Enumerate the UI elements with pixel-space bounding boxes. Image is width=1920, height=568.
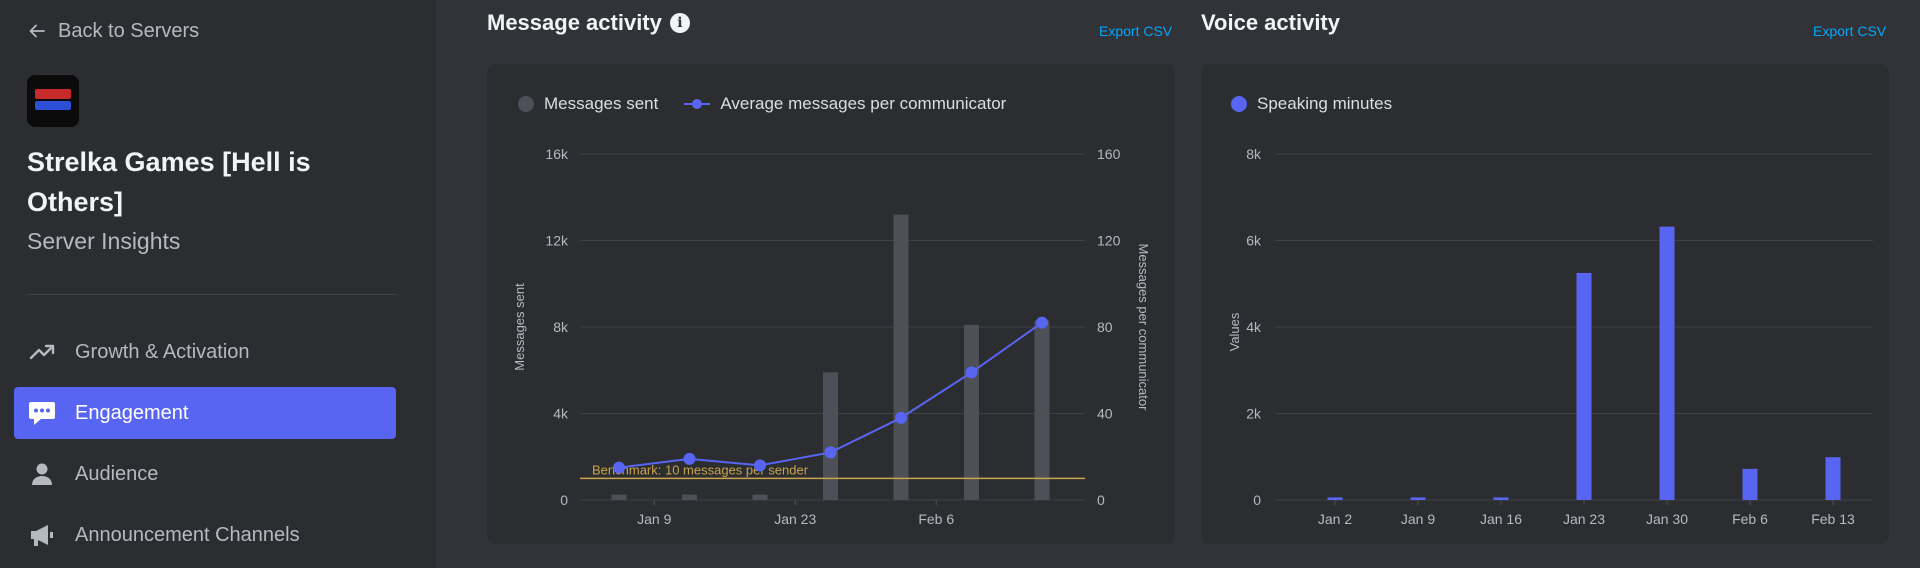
nav-item-growth-activation[interactable]: Growth & Activation — [14, 326, 396, 378]
nav-item-announcement-channels[interactable]: Announcement Channels — [14, 509, 396, 561]
x-tick-label: Jan 2 — [1318, 511, 1352, 527]
legend-swatch-bars — [1231, 96, 1247, 112]
speaking-minutes-bar — [1327, 497, 1343, 500]
person-icon — [32, 463, 52, 485]
average-messages-point — [895, 411, 907, 424]
x-tick-label: Feb 13 — [1811, 511, 1855, 527]
server-logo-upper — [35, 89, 71, 99]
x-tick-label: Jan 23 — [774, 511, 816, 527]
y-axis-label: Messages sent — [512, 283, 527, 371]
legend-label: Speaking minutes — [1257, 94, 1393, 113]
sidebar-divider — [27, 294, 397, 295]
server-logo-lower — [35, 101, 71, 110]
message-bar — [823, 372, 838, 500]
legend-item-speaking-minutes[interactable]: Speaking minutes — [1231, 94, 1392, 114]
y-tick-label: 16k — [545, 146, 569, 162]
voice-activity-legend: Speaking minutes — [1231, 94, 1392, 114]
nav-item-label: Announcement Channels — [75, 523, 300, 546]
page-subtitle: Server Insights — [27, 228, 181, 254]
legend-item-average-messages[interactable]: Average messages per communicator — [684, 94, 1006, 114]
message-activity-title: Message activity i — [487, 10, 690, 36]
nav-item-label: Growth & Activation — [75, 340, 250, 363]
x-tick-label: Jan 16 — [1480, 511, 1522, 527]
message-activity-chart: 0 4k 8k 12k 16k 0 40 80 120 160 Messages sent Messa… — [512, 146, 1151, 527]
legend-label: Messages sent — [544, 94, 659, 113]
speaking-minutes-bar — [1659, 226, 1675, 500]
message-bar — [964, 324, 979, 500]
average-messages-point — [683, 452, 696, 465]
back-to-servers-link[interactable]: Back to Servers — [28, 16, 199, 46]
y-tick-label: 4k — [1246, 319, 1262, 335]
voice-activity-title-text: Voice activity — [1201, 10, 1340, 35]
y-axis-label: Values — [1227, 312, 1242, 351]
y-tick-label: 0 — [1253, 492, 1261, 508]
message-export-csv-link[interactable]: Export CSV — [1099, 23, 1173, 39]
y2-axis-label: Messages per communicator — [1136, 244, 1151, 412]
average-messages-point — [965, 366, 978, 379]
y2-tick-label: 80 — [1097, 319, 1113, 335]
y-tick-label: 0 — [560, 492, 568, 508]
nav-item-label: Audience — [75, 462, 159, 485]
voice-activity-title: Voice activity — [1201, 10, 1340, 36]
y-tick-label: 4k — [553, 406, 569, 422]
legend-item-messages-sent[interactable]: Messages sent — [518, 94, 658, 114]
y2-tick-label: 120 — [1097, 233, 1121, 249]
message-bar — [611, 494, 627, 500]
legend-label: Average messages per communicator — [720, 94, 1007, 113]
back-to-servers-label: Back to Servers — [58, 19, 200, 42]
y-tick-label: 8k — [553, 319, 569, 335]
info-icon[interactable]: i — [669, 13, 690, 33]
speaking-minutes-bar — [1493, 497, 1509, 500]
x-tick-label: Jan 30 — [1646, 511, 1688, 527]
y-tick-label: 8k — [1246, 146, 1262, 162]
nav-item-engagement[interactable]: Engagement — [14, 387, 396, 439]
speaking-minutes-bar — [1825, 457, 1841, 500]
average-messages-point — [1036, 316, 1048, 329]
server-avatar — [27, 75, 79, 127]
message-bar — [1034, 320, 1050, 500]
y-tick-label: 12k — [545, 233, 569, 249]
nav-item-label: Engagement — [75, 401, 189, 424]
message-bar — [682, 494, 697, 500]
y-tick-label: 6k — [1246, 233, 1262, 249]
arrow-left-icon — [29, 24, 45, 38]
voice-activity-card: 0 2k 4k 6k 8k Values Jan 2 Jan 9 Jan 16 Jan 23 Jan… — [1201, 64, 1889, 544]
trending-up-icon — [29, 344, 55, 360]
average-messages-point — [613, 461, 625, 474]
speaking-minutes-bar — [1576, 272, 1592, 500]
message-activity-title-text: Message activity — [487, 10, 662, 35]
speaking-minutes-bar — [1410, 497, 1426, 500]
y-tick-label: 2k — [1246, 406, 1262, 422]
x-tick-label: Feb 6 — [1732, 511, 1768, 527]
chat-bubble-icon — [29, 402, 55, 425]
nav-item-audience[interactable]: Audience — [14, 448, 396, 500]
message-bar — [752, 494, 768, 500]
sidebar-nav: Growth & Activation Engagement Audience … — [14, 326, 396, 568]
legend-swatch-line — [684, 96, 711, 112]
voice-activity-chart: 0 2k 4k 6k 8k Values Jan 2 Jan 9 Jan 16 Jan 23 Jan… — [1227, 146, 1873, 527]
y2-tick-label: 0 — [1097, 492, 1105, 508]
y2-tick-label: 40 — [1097, 406, 1113, 422]
x-tick-label: Jan 23 — [1563, 511, 1605, 527]
average-messages-point — [824, 446, 837, 459]
average-messages-point — [754, 459, 766, 472]
megaphone-icon — [31, 525, 53, 546]
speaking-minutes-bar — [1742, 468, 1758, 500]
message-activity-card: 0 4k 8k 12k 16k 0 40 80 120 160 Messages sent Messa… — [487, 64, 1175, 544]
message-activity-legend: Messages sent Average messages per commu… — [518, 94, 1006, 114]
x-tick-label: Jan 9 — [637, 511, 671, 527]
server-name: Strelka Games [Hell is Others] — [27, 147, 311, 217]
sidebar: Back to Servers Strelka Games [Hell is O… — [0, 0, 436, 568]
voice-export-csv-link[interactable]: Export CSV — [1813, 23, 1887, 39]
x-tick-label: Jan 9 — [1401, 511, 1435, 527]
y2-tick-label: 160 — [1097, 146, 1121, 162]
message-bar — [893, 214, 909, 501]
x-tick-label: Feb 6 — [918, 511, 954, 527]
legend-swatch-bars — [518, 96, 534, 112]
